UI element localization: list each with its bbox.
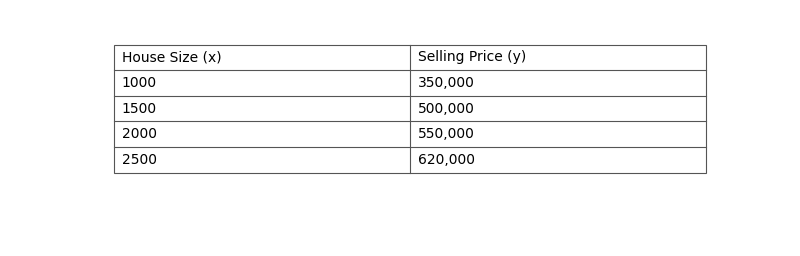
Text: 2500: 2500 [122, 153, 157, 167]
Text: 620,000: 620,000 [418, 153, 475, 167]
Bar [114, 45, 706, 173]
Text: 350,000: 350,000 [418, 76, 475, 90]
Text: House Size (x): House Size (x) [122, 50, 222, 64]
Text: 2000: 2000 [122, 127, 157, 141]
Text: 1000: 1000 [122, 76, 157, 90]
Text: 500,000: 500,000 [418, 102, 475, 115]
Text: 550,000: 550,000 [418, 127, 475, 141]
Text: 1500: 1500 [122, 102, 157, 115]
Text: Selling Price (y): Selling Price (y) [418, 50, 526, 64]
